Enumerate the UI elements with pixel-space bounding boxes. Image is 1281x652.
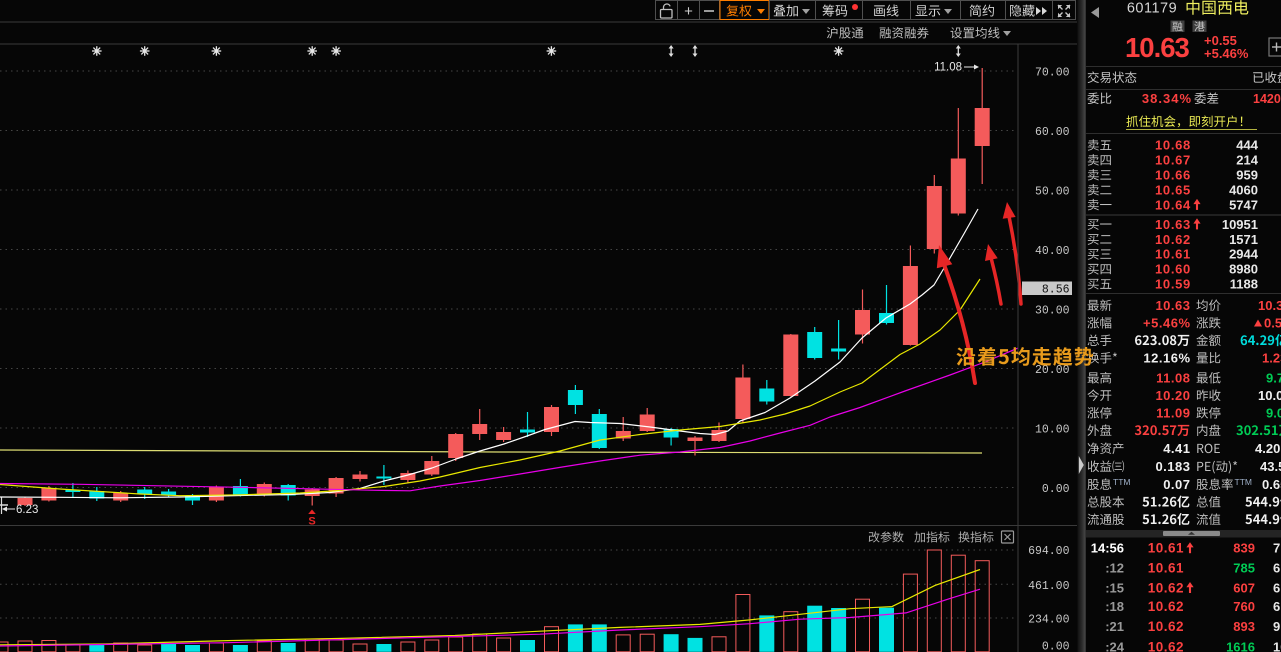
svg-text:10.60: 10.60 <box>1155 262 1191 277</box>
svg-text:0.07: 0.07 <box>1163 477 1190 492</box>
svg-text:10951: 10951 <box>1222 217 1258 232</box>
svg-text:10.62: 10.62 <box>1148 640 1184 652</box>
svg-text:10.66: 10.66 <box>1155 168 1191 183</box>
svg-text::24: :24 <box>1105 640 1125 652</box>
svg-text:10.65: 10.65 <box>1155 183 1191 198</box>
svg-text:760: 760 <box>1233 599 1255 614</box>
svg-text:1571: 1571 <box>1229 232 1258 247</box>
svg-text:10.62: 10.62 <box>1148 581 1184 596</box>
svg-text:0.55: 0.55 <box>1264 316 1281 331</box>
svg-text:6.23: 6.23 <box>16 504 38 516</box>
svg-text:7: 7 <box>1273 541 1280 556</box>
svg-text:70.00: 70.00 <box>1035 67 1070 80</box>
svg-text:10.62: 10.62 <box>1148 599 1184 614</box>
svg-text:6: 6 <box>1273 599 1280 614</box>
svg-text:43.53: 43.53 <box>1260 459 1281 474</box>
svg-text:1616: 1616 <box>1226 640 1255 652</box>
svg-text:9.07: 9.07 <box>1266 406 1281 421</box>
svg-text:10: 10 <box>1273 640 1281 652</box>
svg-text:607: 607 <box>1233 581 1255 596</box>
svg-text:9.75: 9.75 <box>1266 371 1281 386</box>
svg-text:60.00: 60.00 <box>1035 126 1070 139</box>
svg-text:0.183: 0.183 <box>1155 459 1190 474</box>
svg-text:+5.46%: +5.46% <box>1204 46 1249 61</box>
svg-text:10.67: 10.67 <box>1155 153 1191 168</box>
svg-text:1188: 1188 <box>1230 277 1258 292</box>
svg-text:+: + <box>684 3 693 20</box>
svg-text:10.08: 10.08 <box>1258 388 1281 403</box>
svg-text:10.64: 10.64 <box>1155 197 1191 212</box>
svg-text:10.61: 10.61 <box>1155 247 1191 262</box>
svg-text:0.00: 0.00 <box>1042 641 1070 652</box>
svg-text:TTM: TTM <box>1235 477 1252 487</box>
svg-text:839: 839 <box>1233 541 1255 556</box>
svg-text:5747: 5747 <box>1229 197 1258 212</box>
svg-text:TTM: TTM <box>1113 477 1130 487</box>
svg-text:893: 893 <box>1233 619 1255 634</box>
svg-text:10.62: 10.62 <box>1155 232 1191 247</box>
svg-text:234.00: 234.00 <box>1028 614 1070 627</box>
svg-text:+0.55: +0.55 <box>1204 33 1237 48</box>
svg-text:10.62: 10.62 <box>1148 619 1184 634</box>
svg-text:694.00: 694.00 <box>1028 545 1070 558</box>
svg-text:10.59: 10.59 <box>1155 277 1191 292</box>
svg-text::18: :18 <box>1105 599 1124 614</box>
svg-text:461.00: 461.00 <box>1028 580 1070 593</box>
svg-text:4.20: 4.20 <box>1255 441 1280 456</box>
svg-text:20.00: 20.00 <box>1035 364 1070 377</box>
svg-text:9: 9 <box>1273 619 1280 634</box>
svg-text:10.68: 10.68 <box>1155 138 1191 153</box>
svg-text:601179: 601179 <box>1127 1 1177 17</box>
svg-text:6: 6 <box>1273 561 1280 576</box>
svg-text:40.00: 40.00 <box>1035 245 1070 258</box>
svg-text::21: :21 <box>1105 619 1124 634</box>
svg-text:10.20: 10.20 <box>1155 388 1190 403</box>
svg-text:214: 214 <box>1236 153 1258 168</box>
svg-text:444: 444 <box>1236 138 1258 153</box>
svg-text:S: S <box>308 516 315 528</box>
svg-text:8.56: 8.56 <box>1042 284 1070 297</box>
svg-text:10.61: 10.61 <box>1148 541 1184 556</box>
svg-text:+5.46%: +5.46% <box>1143 316 1190 331</box>
svg-text:6: 6 <box>1273 581 1280 596</box>
svg-text:1.23: 1.23 <box>1262 351 1281 366</box>
svg-text::12: :12 <box>1105 561 1124 576</box>
svg-text:10.63: 10.63 <box>1155 298 1190 313</box>
svg-text:14:56: 14:56 <box>1091 541 1124 556</box>
svg-text:11.08: 11.08 <box>934 62 962 74</box>
svg-text:38.34%: 38.34% <box>1142 91 1192 106</box>
svg-text::15: :15 <box>1105 581 1124 596</box>
svg-text:2944: 2944 <box>1229 247 1259 262</box>
svg-text:11.08: 11.08 <box>1156 371 1190 386</box>
svg-text:8980: 8980 <box>1229 262 1258 277</box>
svg-text:50.00: 50.00 <box>1035 186 1070 199</box>
svg-text:0.00: 0.00 <box>1042 483 1070 496</box>
svg-text:785: 785 <box>1233 561 1255 576</box>
svg-text:11.09: 11.09 <box>1156 406 1190 421</box>
svg-text:30.00: 30.00 <box>1035 305 1070 318</box>
svg-text:0.65: 0.65 <box>1262 477 1281 492</box>
svg-text:10.63: 10.63 <box>1155 217 1191 232</box>
svg-text:4.41: 4.41 <box>1163 441 1190 456</box>
svg-text:10.00: 10.00 <box>1035 424 1070 437</box>
svg-text:10.63: 10.63 <box>1125 32 1190 63</box>
svg-text:10.61: 10.61 <box>1148 561 1184 576</box>
svg-text:959: 959 <box>1236 168 1258 183</box>
svg-text:10.36: 10.36 <box>1258 298 1281 313</box>
svg-text:4060: 4060 <box>1229 183 1258 198</box>
svg-text:12.16%: 12.16% <box>1143 351 1190 366</box>
svg-text:1420: 1420 <box>1253 92 1281 106</box>
